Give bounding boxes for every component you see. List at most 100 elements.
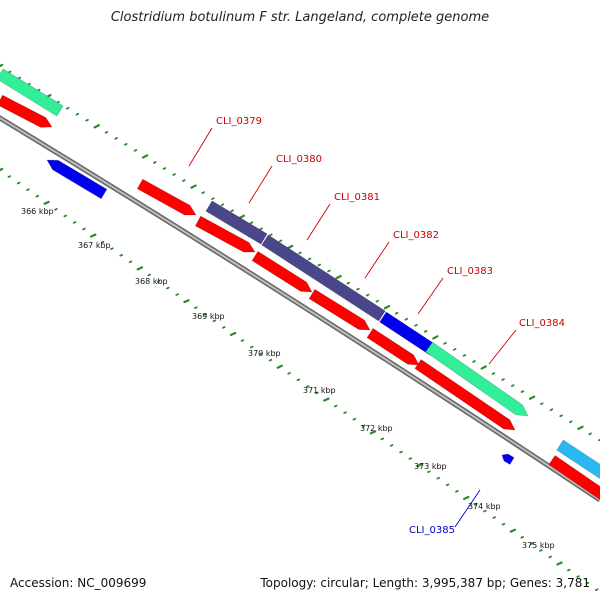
gene-arrow-red-5[interactable] xyxy=(366,327,422,369)
inner-tick xyxy=(369,430,377,435)
gene-arrow-blue-left[interactable] xyxy=(44,155,108,200)
outer-tick xyxy=(404,317,409,321)
inner-tick xyxy=(229,331,237,337)
inner-tick xyxy=(166,286,170,290)
gene-arrow-cli-0380[interactable] xyxy=(205,200,268,245)
gene-arrow-cli-0381[interactable] xyxy=(261,234,386,322)
inner-tick xyxy=(82,227,86,231)
inner-tick xyxy=(427,470,431,473)
gene-arrow-red-6[interactable] xyxy=(414,359,518,434)
outer-tick xyxy=(238,214,246,219)
inner-tick xyxy=(455,490,459,493)
callout-cli-0383 xyxy=(417,277,444,315)
inner-tick xyxy=(276,364,283,369)
gene-label-cli-0383[interactable]: CLI_0383 xyxy=(447,266,493,277)
outer-tick xyxy=(443,342,447,345)
gene-arrow-cli-0383[interactable] xyxy=(379,311,437,356)
outer-tick xyxy=(182,179,186,182)
inner-tick xyxy=(548,555,552,559)
outer-tick xyxy=(317,263,321,267)
outer-tick xyxy=(394,311,399,315)
outer-tick xyxy=(501,378,505,381)
outer-tick xyxy=(511,384,515,387)
inner-tick xyxy=(222,326,226,329)
outer-tick xyxy=(472,360,476,363)
accession-text: Accession: NC_009699 xyxy=(10,576,147,590)
gene-label-cli-0385[interactable]: CLI_0385 xyxy=(409,525,455,536)
inner-tick xyxy=(100,240,105,244)
gene-label-cli-0384[interactable]: CLI_0384 xyxy=(519,318,565,329)
outer-tick xyxy=(75,112,80,116)
outer-tick xyxy=(383,305,391,310)
callout-cli-0384 xyxy=(488,329,517,365)
outer-tick xyxy=(356,287,360,291)
scale-label-372: 372 kbp xyxy=(360,424,393,433)
inner-tick xyxy=(539,549,543,552)
callout-lines xyxy=(188,127,517,528)
inner-tick xyxy=(323,397,330,402)
gene-label-cli-0380[interactable]: CLI_0380 xyxy=(276,154,322,165)
gene-arrow-green-left[interactable] xyxy=(0,68,64,117)
inner-tick xyxy=(240,339,245,342)
outer-tick xyxy=(17,76,22,80)
gene-arrow-red-right[interactable] xyxy=(548,455,600,505)
inner-tick xyxy=(90,233,97,238)
gene-arrow-red-left[interactable] xyxy=(0,94,55,132)
gene-arrow-sky-right[interactable] xyxy=(556,439,600,484)
inner-tick xyxy=(156,280,161,283)
gene-label-cli-0381[interactable]: CLI_0381 xyxy=(334,192,380,203)
outer-tick xyxy=(569,420,573,424)
outer-tick xyxy=(540,402,544,406)
outer-tick xyxy=(259,227,263,231)
outer-tick-track xyxy=(0,63,600,442)
gene-arrow-cli-0385[interactable] xyxy=(500,452,515,465)
inner-tick xyxy=(567,568,571,572)
outer-tick xyxy=(27,82,31,86)
inner-tick xyxy=(585,581,590,585)
outer-tick xyxy=(520,390,525,393)
genome-backbone-highlight xyxy=(0,116,600,501)
outer-tick xyxy=(452,348,457,351)
inner-tick xyxy=(147,273,151,277)
inner-tick xyxy=(175,293,179,296)
inner-tick xyxy=(268,358,273,362)
outer-tick xyxy=(36,88,41,92)
callout-cli-0382 xyxy=(364,241,390,279)
gene-label-cli-0379[interactable]: CLI_0379 xyxy=(216,116,262,127)
inner-tick xyxy=(212,319,217,323)
inner-tick xyxy=(136,266,144,271)
inner-tick xyxy=(183,299,190,304)
outer-tick xyxy=(327,269,331,273)
outer-tick xyxy=(220,203,225,207)
outer-tick xyxy=(124,143,128,146)
outer-tick xyxy=(0,63,4,68)
inner-tick xyxy=(462,495,470,500)
inner-tick xyxy=(128,260,133,264)
gene-arrow-cli-0384[interactable] xyxy=(425,341,532,421)
gene-arrow-red-4[interactable] xyxy=(308,288,373,334)
inner-tick xyxy=(250,345,254,349)
genome-backbone xyxy=(0,115,600,503)
gene-arrow-cli-0379[interactable] xyxy=(136,178,198,220)
outer-tick xyxy=(577,425,584,430)
inner-tick xyxy=(352,417,357,421)
inner-tick xyxy=(305,385,310,388)
outer-tick xyxy=(549,408,554,412)
inner-tick xyxy=(0,167,4,172)
inner-tick xyxy=(343,411,347,414)
scale-label-371: 371 kbp xyxy=(303,386,336,395)
outer-tick xyxy=(172,173,176,176)
outer-tick xyxy=(491,372,496,375)
inner-tick xyxy=(194,306,198,310)
outer-tick xyxy=(249,221,254,225)
gene-label-cli-0382[interactable]: CLI_0382 xyxy=(393,230,439,241)
inner-tick xyxy=(296,378,301,382)
outer-tick xyxy=(162,167,167,170)
scale-label-367: 367 kbp xyxy=(78,241,111,250)
inner-tick xyxy=(259,352,263,355)
gene-arrow-red-3[interactable] xyxy=(251,250,315,296)
inner-tick xyxy=(315,391,319,395)
gene-arrow-red-2[interactable] xyxy=(194,215,257,257)
inner-tick xyxy=(576,575,580,578)
inner-tick xyxy=(389,444,394,447)
